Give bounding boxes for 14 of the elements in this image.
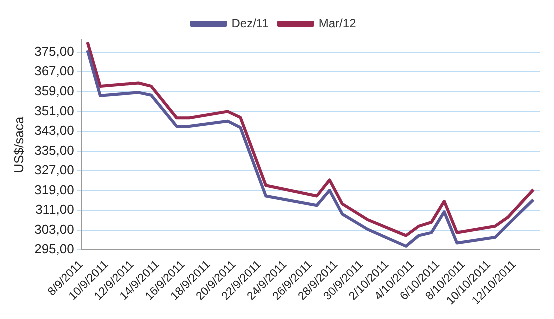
y-tick-label: 335,00 bbox=[34, 142, 74, 158]
y-tick-label: 367,00 bbox=[34, 64, 74, 79]
legend-label: Dez/11 bbox=[232, 16, 270, 30]
y-tick-label: 351,00 bbox=[34, 103, 74, 118]
y-tick-label: 375,00 bbox=[34, 44, 74, 59]
legend-label: Mar/12 bbox=[318, 16, 357, 30]
y-tick-label: 343,00 bbox=[34, 123, 74, 138]
y-tick-label: 295,00 bbox=[34, 242, 74, 257]
y-axis-title: US$/saca bbox=[11, 116, 26, 174]
y-tick-label: 359,00 bbox=[34, 83, 74, 98]
y-tick-label: 303,00 bbox=[34, 222, 74, 237]
y-tick-label: 319,00 bbox=[34, 182, 74, 198]
y-tick-label: 311,00 bbox=[36, 202, 74, 218]
y-tick-label: 327,00 bbox=[34, 162, 74, 178]
